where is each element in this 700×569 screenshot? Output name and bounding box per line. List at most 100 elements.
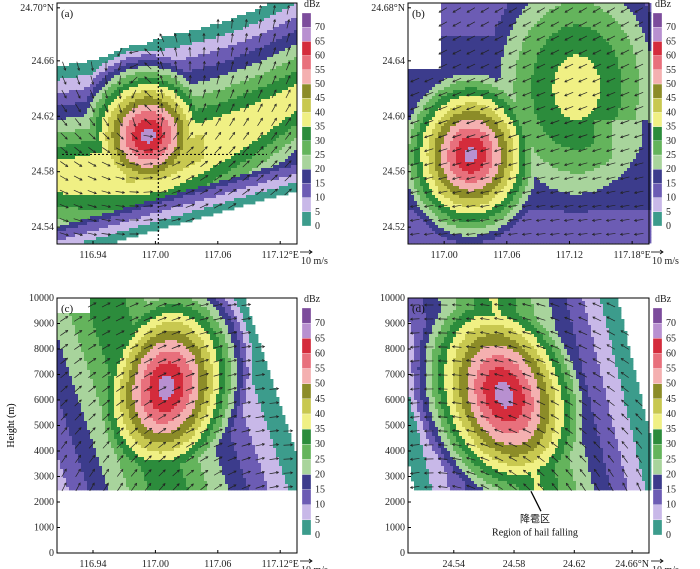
colorbar-swatch [653,369,662,384]
colorbar-swatch [653,308,662,323]
colorbar-swatch [302,429,311,444]
colorbar-tick-label: 60 [666,51,676,62]
colorbar-tick-label: 0 [315,530,320,541]
y-tick-label: 10000 [29,293,54,304]
y-tick-label: 0 [400,548,405,559]
colorbar-tick-label: 65 [666,36,676,47]
y-tick-label: 24.68°N [371,3,405,14]
colorbar-tick-label: 70 [315,22,325,33]
vector-scale-label: 10 m/s [652,256,679,267]
colorbar-tick-label: 55 [315,364,325,375]
colorbar-tick-label: 35 [666,424,676,435]
panel-label: (d) [412,303,425,315]
colorbar-swatch [653,141,662,155]
x-tick-label: 117.00 [142,250,169,261]
colorbar-swatch [302,56,311,70]
hail-pointer [531,491,541,511]
y-tick-label: 24.54 [32,222,55,233]
colorbar-tick-label: 20 [315,164,325,175]
colorbar-swatch [302,198,311,212]
colorbar-swatch [653,98,662,112]
y-tick-label: 4000 [34,446,54,457]
colorbar-swatch [302,13,311,27]
panel-label: (c) [61,303,74,315]
colorbar-swatch [302,369,311,384]
colorbar-tick-label: 50 [315,79,325,90]
x-tick-label: 117.06 [204,559,231,569]
colorbar-tick-label: 65 [315,36,325,47]
colorbar-swatch [653,399,662,414]
reflectivity-field [408,3,651,243]
colorbar-tick-label: 60 [666,348,676,359]
y-tick-label: 7000 [34,370,54,381]
colorbar-tick-label: 10 [666,500,676,511]
colorbar-swatch [653,414,662,429]
colorbar-tick-label: 25 [315,454,325,465]
annotation-en: Region of hail falling [492,527,578,538]
colorbar-tick-label: 50 [315,379,325,390]
colorbar-tick-label: 30 [315,136,325,147]
vector-scale-label: 10 m/s [301,256,328,267]
reflectivity-field [57,298,297,490]
colorbar-tick-label: 40 [315,409,325,420]
colorbar-swatch [302,323,311,338]
colorbar-swatch [302,520,311,535]
x-tick-label: 24.54 [443,559,466,569]
colorbar-swatch [302,444,311,459]
colorbar-tick-label: 35 [315,122,325,133]
colorbar-swatch [302,338,311,353]
x-tick-label: 116.94 [79,250,106,261]
colorbar-unit: dBz [304,0,321,10]
colorbar-swatch [302,353,311,368]
y-tick-label: 8000 [34,344,54,355]
colorbar-swatch [653,474,662,489]
colorbar-tick-label: 35 [666,122,676,133]
colorbar-tick-label: 20 [666,164,676,175]
colorbar-tick-label: 65 [315,333,325,344]
colorbar-swatch [653,112,662,126]
colorbar-tick-label: 40 [666,107,676,118]
colorbar-swatch [653,384,662,399]
colorbar-tick-label: 35 [315,424,325,435]
colorbar-tick-label: 45 [315,93,325,104]
y-tick-label: 24.56 [383,167,406,178]
colorbar-tick-label: 30 [666,136,676,147]
x-tick-label: 117.00 [431,250,458,261]
colorbar-swatch [653,429,662,444]
y-tick-label: 1000 [34,523,54,534]
colorbar-swatch [302,127,311,141]
x-tick-label: 24.58 [503,559,526,569]
colorbar-unit: dBz [655,0,672,10]
colorbar-swatch [653,84,662,98]
panel-c: (c)116.94 117.00 117.06 117.12°E10000900080… [6,293,328,569]
colorbar-swatch [302,98,311,112]
colorbar-tick-label: 0 [666,221,671,232]
colorbar-tick-label: 5 [666,207,671,218]
colorbar-swatch [653,56,662,70]
colorbar-tick-label: 5 [315,207,320,218]
colorbar-tick-label: 60 [315,348,325,359]
y-tick-label: 9000 [385,319,405,330]
y-tick-label: 24.66 [32,56,55,67]
y-tick-label: 4000 [385,446,405,457]
colorbar-swatch [653,520,662,535]
panel-a: (a)116.94 117.00 117.06 117.12°E24.70°N24.6… [20,0,328,267]
colorbar-swatch [302,474,311,489]
x-tick-label: 117.06 [493,250,520,261]
y-tick-label: 6000 [385,395,405,406]
colorbar-swatch [653,155,662,169]
colorbar-tick-label: 15 [315,178,325,189]
panel-label: (b) [412,8,425,20]
colorbar-swatch [653,353,662,368]
colorbar-swatch [653,505,662,520]
colorbar-tick-label: 10 [315,500,325,511]
colorbar-tick-label: 45 [666,394,676,405]
colorbar-tick-label: 70 [666,318,676,329]
colorbar-swatch [302,308,311,323]
x-tick-label: 117.12 [556,250,583,261]
colorbar-tick-label: 55 [666,364,676,375]
y-tick-label: 2000 [385,497,405,508]
y-tick-label: 0 [49,548,54,559]
colorbar-swatch [302,212,311,226]
